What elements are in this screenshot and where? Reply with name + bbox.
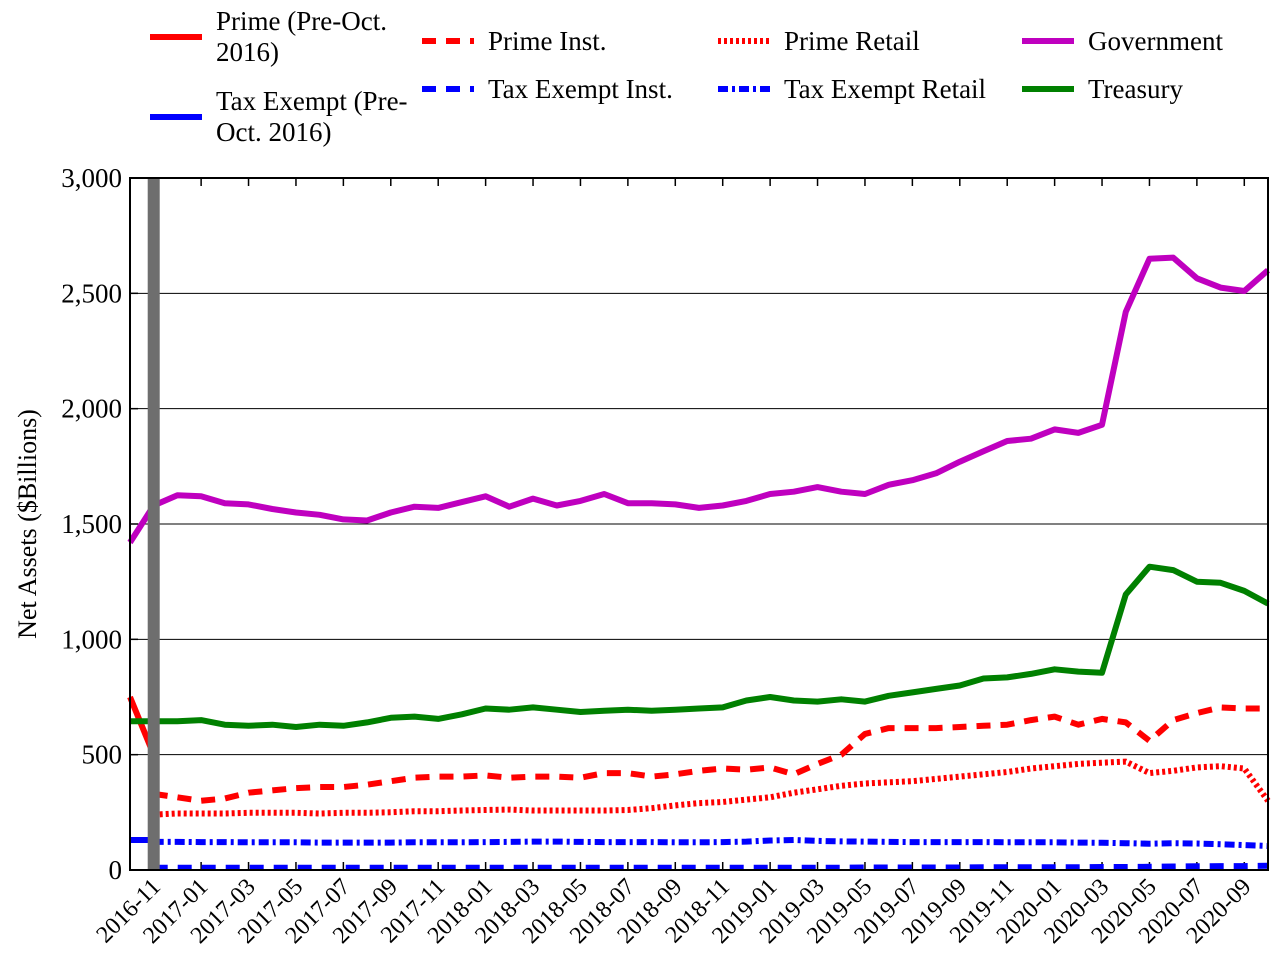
legend-label: Prime (Pre-Oct. 2016) [216,6,387,67]
y-tick-label: 1,000 [61,624,122,654]
y-tick-label: 2,500 [61,278,122,308]
legend-swatch [150,114,202,120]
y-tick-label: 1,500 [61,509,122,539]
y-tick-label: 0 [109,855,123,885]
legend-label: Tax Exempt Inst. [488,74,673,104]
legend-label: Tax Exempt (Pre-Oct. 2016) [216,86,408,147]
y-tick-label: 500 [82,740,123,770]
y-tick-label: 2,000 [61,394,122,424]
y-axis-label: Net Assets ($Billions) [13,409,42,639]
series-line [153,862,1269,871]
legend-swatch [718,86,770,92]
legend-swatch [422,38,474,44]
legend-swatch [422,86,474,92]
legend-label: Prime Inst. [488,26,607,56]
legend-label: Treasury [1088,74,1184,104]
legend-label: Tax Exempt Retail [784,74,987,104]
y-tick-label: 3,000 [61,163,122,193]
legend-label: Prime Retail [784,26,920,56]
legend-swatch [1022,86,1074,92]
legend-swatch [150,34,202,40]
series-line [153,837,1269,849]
series-line [153,758,1271,818]
series-line [127,254,1270,545]
legend-swatch [718,38,770,44]
plot-frame [129,177,1269,871]
legend-label: Government [1088,26,1223,56]
series-line [153,704,1268,804]
legend-swatch [1022,38,1074,44]
series-line [130,563,1270,730]
